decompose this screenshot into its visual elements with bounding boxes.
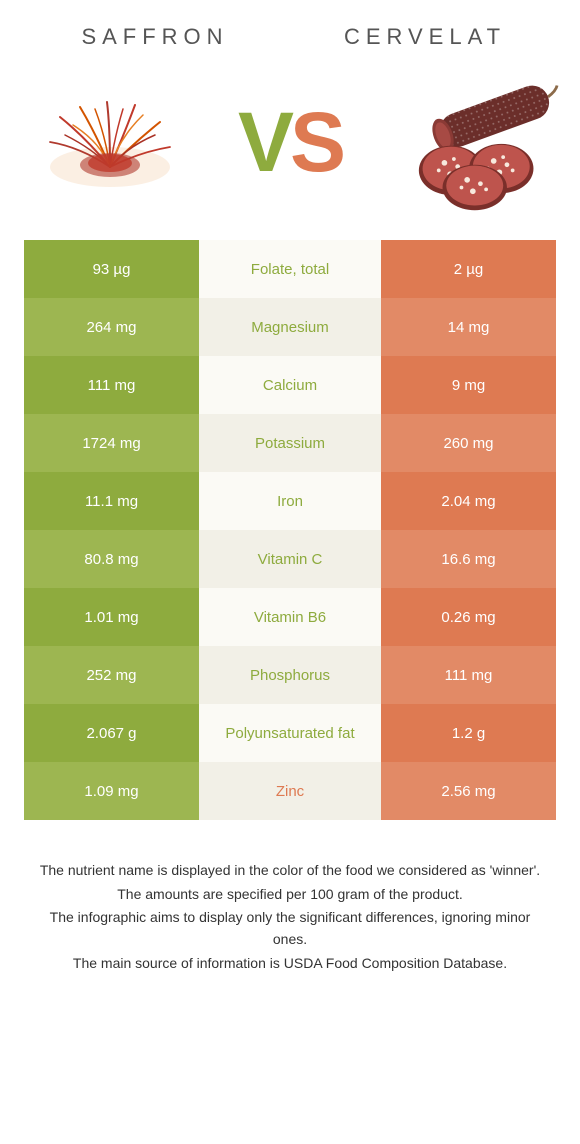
title-left: Saffron	[20, 24, 290, 50]
cell-nutrient-name: Potassium	[199, 414, 381, 472]
footer-line: The amounts are specified per 100 gram o…	[36, 884, 544, 906]
cell-right-value: 2.04 mg	[381, 472, 556, 530]
cell-left-value: 1724 mg	[24, 414, 199, 472]
cell-left-value: 264 mg	[24, 298, 199, 356]
cell-nutrient-name: Folate, total	[199, 240, 381, 298]
cell-nutrient-name: Magnesium	[199, 298, 381, 356]
footer-line: The infographic aims to display only the…	[36, 907, 544, 950]
title-right: Cervelat	[290, 24, 560, 50]
vs-s: S	[290, 94, 342, 191]
table-row: 1.09 mgZinc2.56 mg	[24, 762, 556, 820]
saffron-image	[20, 72, 200, 212]
footer-line: The main source of information is USDA F…	[36, 953, 544, 975]
footer: The nutrient name is displayed in the co…	[0, 820, 580, 996]
images-row: VS	[0, 62, 580, 240]
table-row: 93 µgFolate, total2 µg	[24, 240, 556, 298]
cell-nutrient-name: Calcium	[199, 356, 381, 414]
footer-line: The nutrient name is displayed in the co…	[36, 860, 544, 882]
cell-nutrient-name: Polyunsaturated fat	[199, 704, 381, 762]
table-row: 252 mgPhosphorus111 mg	[24, 646, 556, 704]
cell-left-value: 80.8 mg	[24, 530, 199, 588]
cell-left-value: 252 mg	[24, 646, 199, 704]
table-row: 111 mgCalcium9 mg	[24, 356, 556, 414]
table-row: 80.8 mgVitamin C16.6 mg	[24, 530, 556, 588]
cell-right-value: 9 mg	[381, 356, 556, 414]
cell-nutrient-name: Phosphorus	[199, 646, 381, 704]
cell-nutrient-name: Vitamin C	[199, 530, 381, 588]
vs-v: V	[238, 94, 290, 191]
cell-left-value: 2.067 g	[24, 704, 199, 762]
table-row: 2.067 gPolyunsaturated fat1.2 g	[24, 704, 556, 762]
cell-left-value: 1.09 mg	[24, 762, 199, 820]
cell-right-value: 111 mg	[381, 646, 556, 704]
table-row: 11.1 mgIron2.04 mg	[24, 472, 556, 530]
cell-right-value: 2 µg	[381, 240, 556, 298]
table-row: 264 mgMagnesium14 mg	[24, 298, 556, 356]
cell-right-value: 14 mg	[381, 298, 556, 356]
comparison-table: 93 µgFolate, total2 µg264 mgMagnesium14 …	[24, 240, 556, 820]
cell-left-value: 1.01 mg	[24, 588, 199, 646]
cervelat-image	[380, 72, 560, 212]
header: Saffron Cervelat	[0, 0, 580, 62]
cell-right-value: 260 mg	[381, 414, 556, 472]
cell-left-value: 11.1 mg	[24, 472, 199, 530]
vs-label: VS	[238, 94, 342, 191]
cell-right-value: 16.6 mg	[381, 530, 556, 588]
table-row: 1724 mgPotassium260 mg	[24, 414, 556, 472]
cell-right-value: 1.2 g	[381, 704, 556, 762]
table-row: 1.01 mgVitamin B60.26 mg	[24, 588, 556, 646]
cell-right-value: 0.26 mg	[381, 588, 556, 646]
cell-right-value: 2.56 mg	[381, 762, 556, 820]
cell-left-value: 111 mg	[24, 356, 199, 414]
cell-nutrient-name: Iron	[199, 472, 381, 530]
cell-left-value: 93 µg	[24, 240, 199, 298]
cell-nutrient-name: Vitamin B6	[199, 588, 381, 646]
cell-nutrient-name: Zinc	[199, 762, 381, 820]
